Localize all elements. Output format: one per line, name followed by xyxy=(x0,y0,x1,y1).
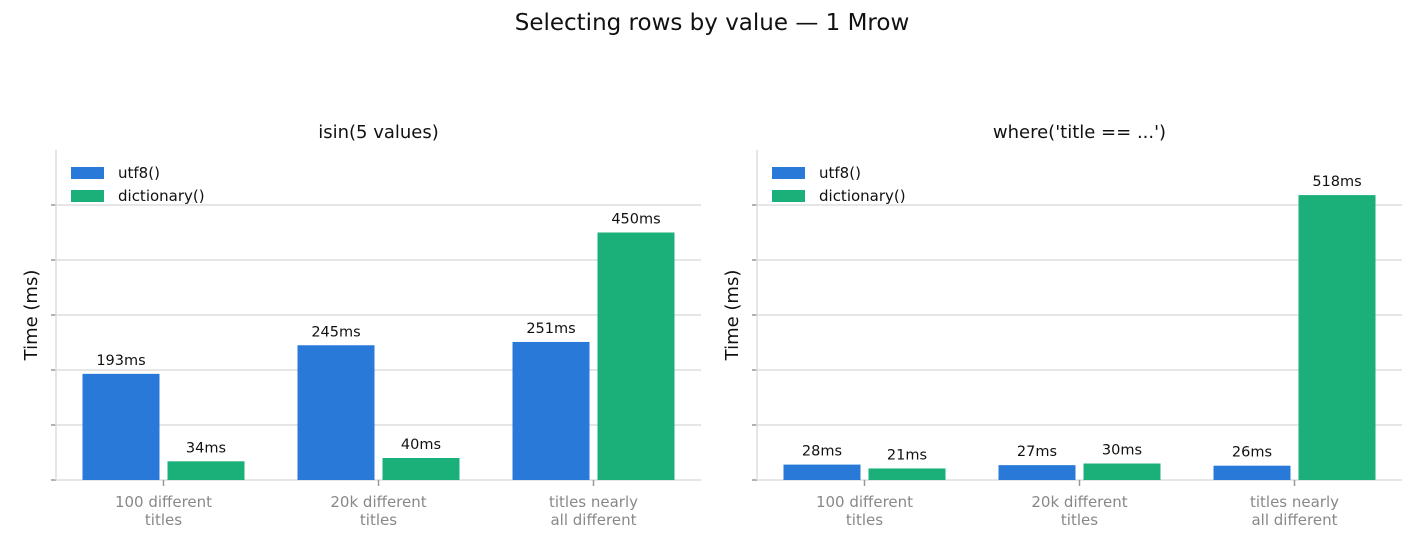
data-label: 251ms xyxy=(526,321,575,337)
data-label: 245ms xyxy=(311,324,360,340)
chart-panel-2: where('title == ...') Time (ms) 28ms 21ms 10… xyxy=(722,122,1402,529)
bar-dictionary xyxy=(597,232,675,480)
x-tick-label: 100 different titles xyxy=(115,493,212,529)
data-label: 21ms xyxy=(887,447,927,463)
legend-swatch xyxy=(772,167,805,179)
bar-dictionary xyxy=(1298,195,1376,480)
bar-utf8 xyxy=(1213,465,1291,480)
bar-utf8 xyxy=(998,465,1076,480)
bar-dictionary xyxy=(868,468,946,480)
data-label: 193ms xyxy=(96,353,145,369)
legend-label: utf8() xyxy=(118,164,160,182)
bar-utf8 xyxy=(512,341,590,480)
bar-utf8 xyxy=(783,464,861,480)
data-label: 30ms xyxy=(1102,443,1142,459)
legend-swatch xyxy=(772,190,805,202)
y-axis-label: Time (ms) xyxy=(722,270,743,362)
legend-swatch xyxy=(71,190,104,202)
legend-swatch xyxy=(71,167,104,179)
bar-dictionary xyxy=(382,458,460,480)
bar-utf8 xyxy=(82,373,160,480)
data-label: 26ms xyxy=(1232,445,1272,461)
bar-dictionary xyxy=(167,461,245,480)
data-label: 450ms xyxy=(611,212,660,228)
data-label: 518ms xyxy=(1312,174,1361,190)
y-axis-label: Time (ms) xyxy=(21,270,42,362)
data-label: 40ms xyxy=(401,437,441,453)
x-tick-label: titles nearly all different xyxy=(549,493,638,529)
legend-label: dictionary() xyxy=(118,187,205,205)
panel-title: isin(5 values) xyxy=(318,122,439,143)
x-tick-label: 20k different titles xyxy=(330,493,426,529)
data-label: 27ms xyxy=(1017,444,1057,460)
legend-label: dictionary() xyxy=(819,187,906,205)
x-tick-label: 100 different titles xyxy=(816,493,913,529)
data-label: 28ms xyxy=(802,444,842,460)
bar-utf8 xyxy=(297,345,375,480)
x-tick-label: titles nearly all different xyxy=(1250,493,1339,529)
chart-panel-1: isin(5 values) Time (ms) 193ms 34ms 100 diff… xyxy=(21,122,701,529)
figure-title: Selecting rows by value — 1 Mrow xyxy=(515,10,910,36)
legend-label: utf8() xyxy=(819,164,861,182)
bar-dictionary xyxy=(1083,463,1161,480)
x-tick-label: 20k different titles xyxy=(1031,493,1127,529)
data-label: 34ms xyxy=(186,440,226,456)
panel-title: where('title == ...') xyxy=(993,122,1166,143)
